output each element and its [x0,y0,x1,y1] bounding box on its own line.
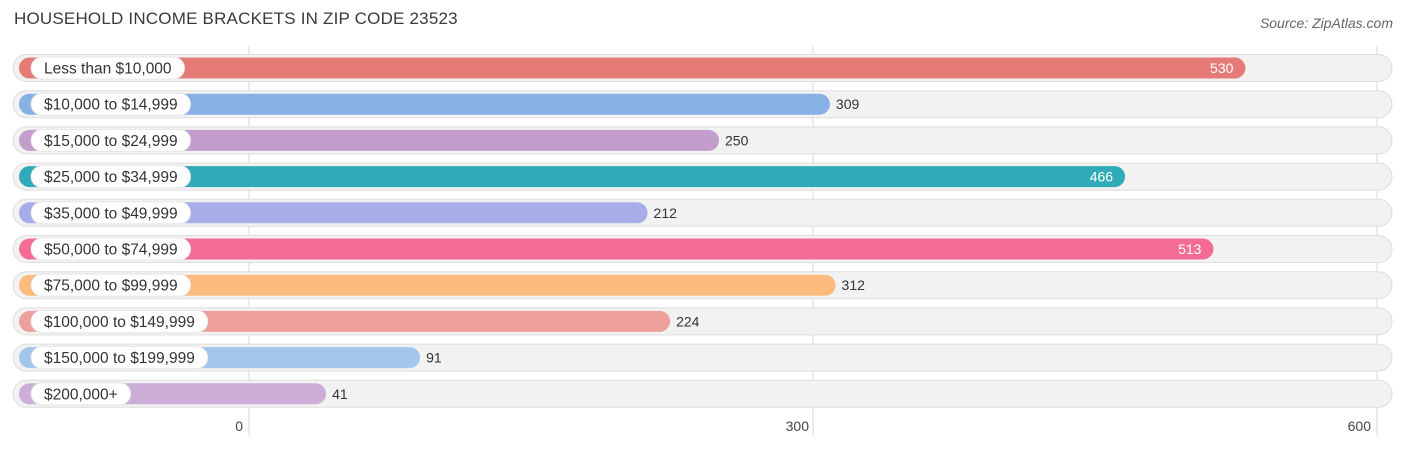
x-axis-ticks: 0 300 600 [235,418,1371,434]
category-label: $75,000 to $99,999 [44,278,178,295]
category-label-pill [30,346,209,370]
chart-title: HOUSEHOLD INCOME BRACKETS IN ZIP CODE 23… [14,9,458,28]
tick-label: 600 [1348,418,1372,434]
category-label: $35,000 to $49,999 [44,205,178,222]
category-label: $100,000 to $149,999 [44,314,195,331]
value-label: 224 [676,313,700,329]
value-label: 212 [654,205,678,221]
value-label: 91 [426,350,442,366]
category-label-pill [30,273,192,297]
bar [19,238,1214,260]
bar-row: $35,000 to $49,999 212 [12,198,1393,227]
bar-row: $100,000 to $149,999 224 [12,307,1393,336]
bar [19,274,836,296]
bar-track [12,379,1393,408]
category-label: $50,000 to $74,999 [44,242,178,259]
bar-rows: Less than $10,000 530 $10,000 to $14,999 30… [12,54,1393,408]
category-label: $10,000 to $14,999 [44,97,178,114]
bar-row: $150,000 to $199,999 91 [12,343,1393,372]
category-label: $25,000 to $34,999 [44,169,178,186]
category-label-pill [30,92,192,116]
bar [19,166,1126,188]
category-label: $150,000 to $199,999 [44,350,195,367]
bar [19,57,1246,79]
bar-row: $15,000 to $24,999 250 [12,126,1393,155]
tick-label: 300 [786,418,810,434]
value-label: 312 [842,277,866,293]
category-label-pill [30,201,192,225]
category-label-pill [30,56,185,80]
category-label-pill [30,128,192,152]
category-label-pill [30,382,132,406]
tick-label: 0 [235,418,243,434]
bar-row: $10,000 to $14,999 309 [12,90,1393,119]
value-label: 250 [725,132,749,148]
category-label-pill [30,237,192,261]
value-label: 466 [1090,169,1114,185]
value-label: 309 [836,96,860,112]
value-label: 513 [1178,241,1202,257]
chart-source: Source: ZipAtlas.com [1259,15,1393,31]
bar-row: Less than $10,000 530 [12,54,1393,82]
category-label: $200,000+ [44,386,118,403]
bar [19,93,830,115]
value-label: 530 [1210,60,1234,76]
bar [19,129,719,151]
bar-row: $25,000 to $34,999 466 [12,162,1393,191]
value-label: 41 [332,386,348,402]
bar-row: $50,000 to $74,999 513 [12,235,1393,263]
bar-row: $200,000+ 41 [12,379,1393,408]
category-label: $15,000 to $24,999 [44,133,178,150]
category-label: Less than $10,000 [44,61,172,78]
bar-row: $75,000 to $99,999 312 [12,271,1393,300]
category-label-pill [30,309,209,333]
category-label-pill [30,165,192,189]
